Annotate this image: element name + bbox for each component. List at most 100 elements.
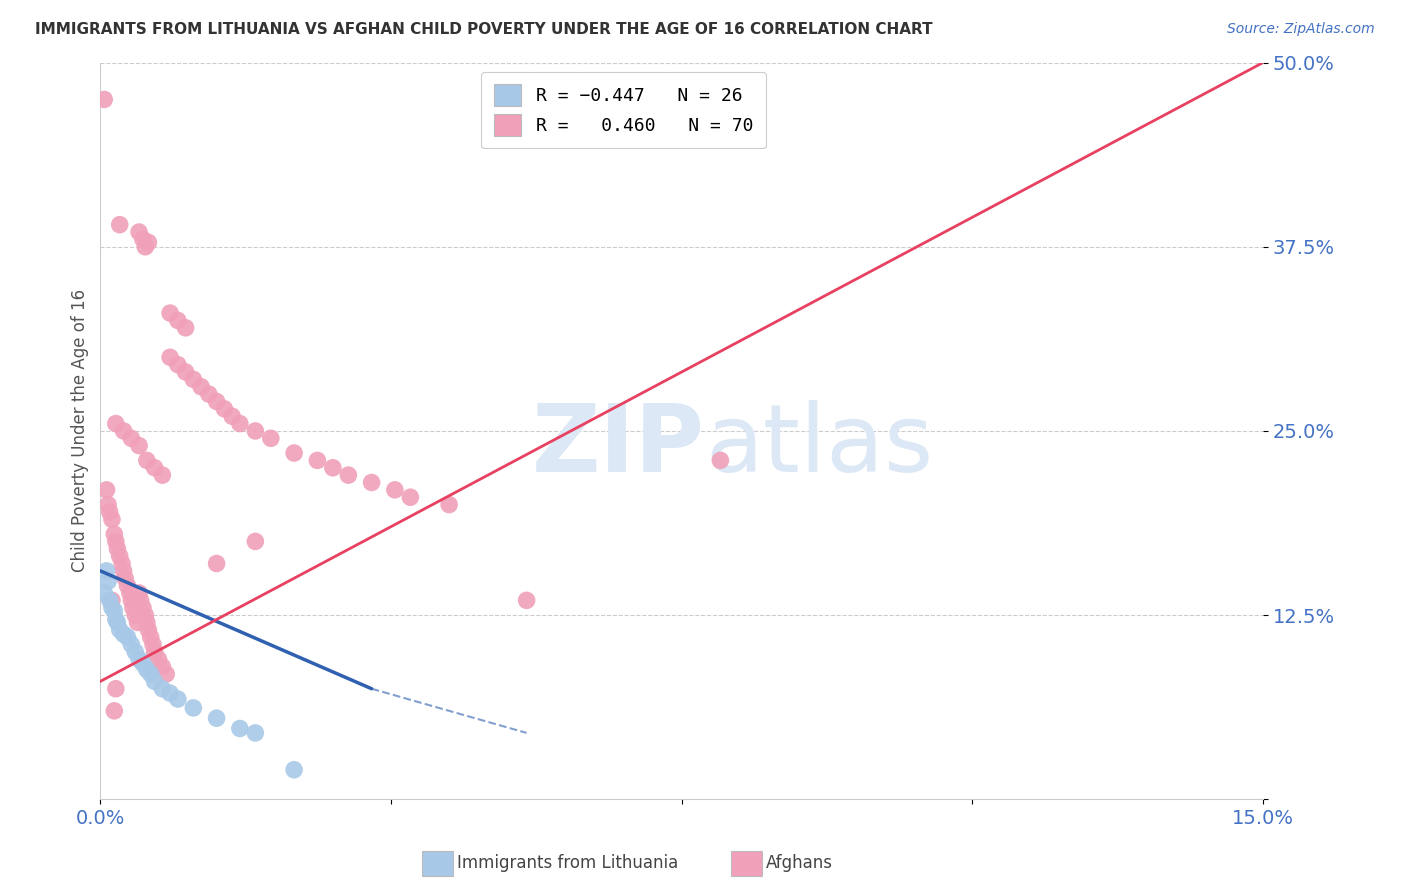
Point <box>337 468 360 483</box>
Point <box>98 593 121 607</box>
Point <box>108 218 131 232</box>
Text: Afghans: Afghans <box>766 855 834 872</box>
Point <box>155 667 177 681</box>
Text: IMMIGRANTS FROM LITHUANIA VS AFGHAN CHILD POVERTY UNDER THE AGE OF 16 CORRELATIO: IMMIGRANTS FROM LITHUANIA VS AFGHAN CHIL… <box>35 22 932 37</box>
Point <box>135 615 157 630</box>
Point <box>150 468 173 483</box>
Point <box>183 701 205 715</box>
Point <box>437 498 460 512</box>
Point <box>150 681 173 696</box>
Point <box>101 593 124 607</box>
Point <box>138 235 160 250</box>
Point <box>104 417 127 431</box>
Point <box>139 630 162 644</box>
Point <box>118 586 141 600</box>
Point <box>97 498 120 512</box>
Point <box>229 417 252 431</box>
Text: atlas: atlas <box>704 400 934 491</box>
Point <box>104 681 127 696</box>
Point <box>142 638 165 652</box>
Point <box>399 490 422 504</box>
Point <box>174 320 197 334</box>
Point <box>135 663 157 677</box>
Point <box>128 439 150 453</box>
Point <box>260 431 283 445</box>
Point <box>93 586 115 600</box>
Point <box>166 692 188 706</box>
Point <box>124 645 146 659</box>
Point <box>111 557 134 571</box>
Point <box>107 541 129 556</box>
Point <box>114 571 136 585</box>
Point <box>96 483 118 497</box>
Legend: R = −0.447   N = 26, R =   0.460   N = 70: R = −0.447 N = 26, R = 0.460 N = 70 <box>481 71 766 148</box>
Point <box>101 600 124 615</box>
Point <box>112 424 135 438</box>
Point <box>283 446 305 460</box>
Point <box>148 652 170 666</box>
Point <box>159 306 181 320</box>
Point <box>120 431 142 445</box>
Point <box>127 615 149 630</box>
Point <box>103 527 125 541</box>
Point <box>120 638 142 652</box>
Point <box>166 358 188 372</box>
Point <box>307 453 329 467</box>
Point <box>132 600 155 615</box>
Point <box>129 593 152 607</box>
Point <box>112 564 135 578</box>
Point <box>150 659 173 673</box>
Point <box>143 645 166 659</box>
Point <box>134 240 156 254</box>
Point <box>229 722 252 736</box>
Point <box>117 579 139 593</box>
Text: ZIP: ZIP <box>531 400 704 491</box>
Point <box>516 593 538 607</box>
Point <box>103 704 125 718</box>
Point <box>108 549 131 563</box>
Point <box>205 711 228 725</box>
Point <box>96 564 118 578</box>
Point <box>245 534 267 549</box>
Point <box>709 453 731 467</box>
Point <box>159 686 181 700</box>
Point <box>214 401 236 416</box>
Point <box>122 600 145 615</box>
Point <box>108 623 131 637</box>
Point <box>221 409 243 424</box>
Point <box>166 313 188 327</box>
Point <box>128 586 150 600</box>
Point <box>93 93 115 107</box>
Point <box>245 726 267 740</box>
Point <box>360 475 382 490</box>
Point <box>205 394 228 409</box>
Point <box>138 623 160 637</box>
Point <box>198 387 221 401</box>
Point <box>205 557 228 571</box>
Point <box>283 763 305 777</box>
Point <box>132 232 155 246</box>
Point <box>139 667 162 681</box>
Point <box>101 512 124 526</box>
Point <box>134 608 156 623</box>
Point <box>117 630 139 644</box>
Point <box>183 372 205 386</box>
Point <box>143 460 166 475</box>
Text: Immigrants from Lithuania: Immigrants from Lithuania <box>457 855 678 872</box>
Point <box>103 604 125 618</box>
Point <box>159 351 181 365</box>
Point <box>104 612 127 626</box>
Point <box>174 365 197 379</box>
Point <box>128 652 150 666</box>
Y-axis label: Child Poverty Under the Age of 16: Child Poverty Under the Age of 16 <box>72 289 89 573</box>
Point <box>245 424 267 438</box>
Point <box>135 453 157 467</box>
Point <box>124 608 146 623</box>
Point <box>104 534 127 549</box>
Point <box>143 674 166 689</box>
Point <box>128 225 150 239</box>
Text: Source: ZipAtlas.com: Source: ZipAtlas.com <box>1227 22 1375 37</box>
Point <box>120 593 142 607</box>
Point <box>97 574 120 589</box>
Point <box>132 657 155 671</box>
